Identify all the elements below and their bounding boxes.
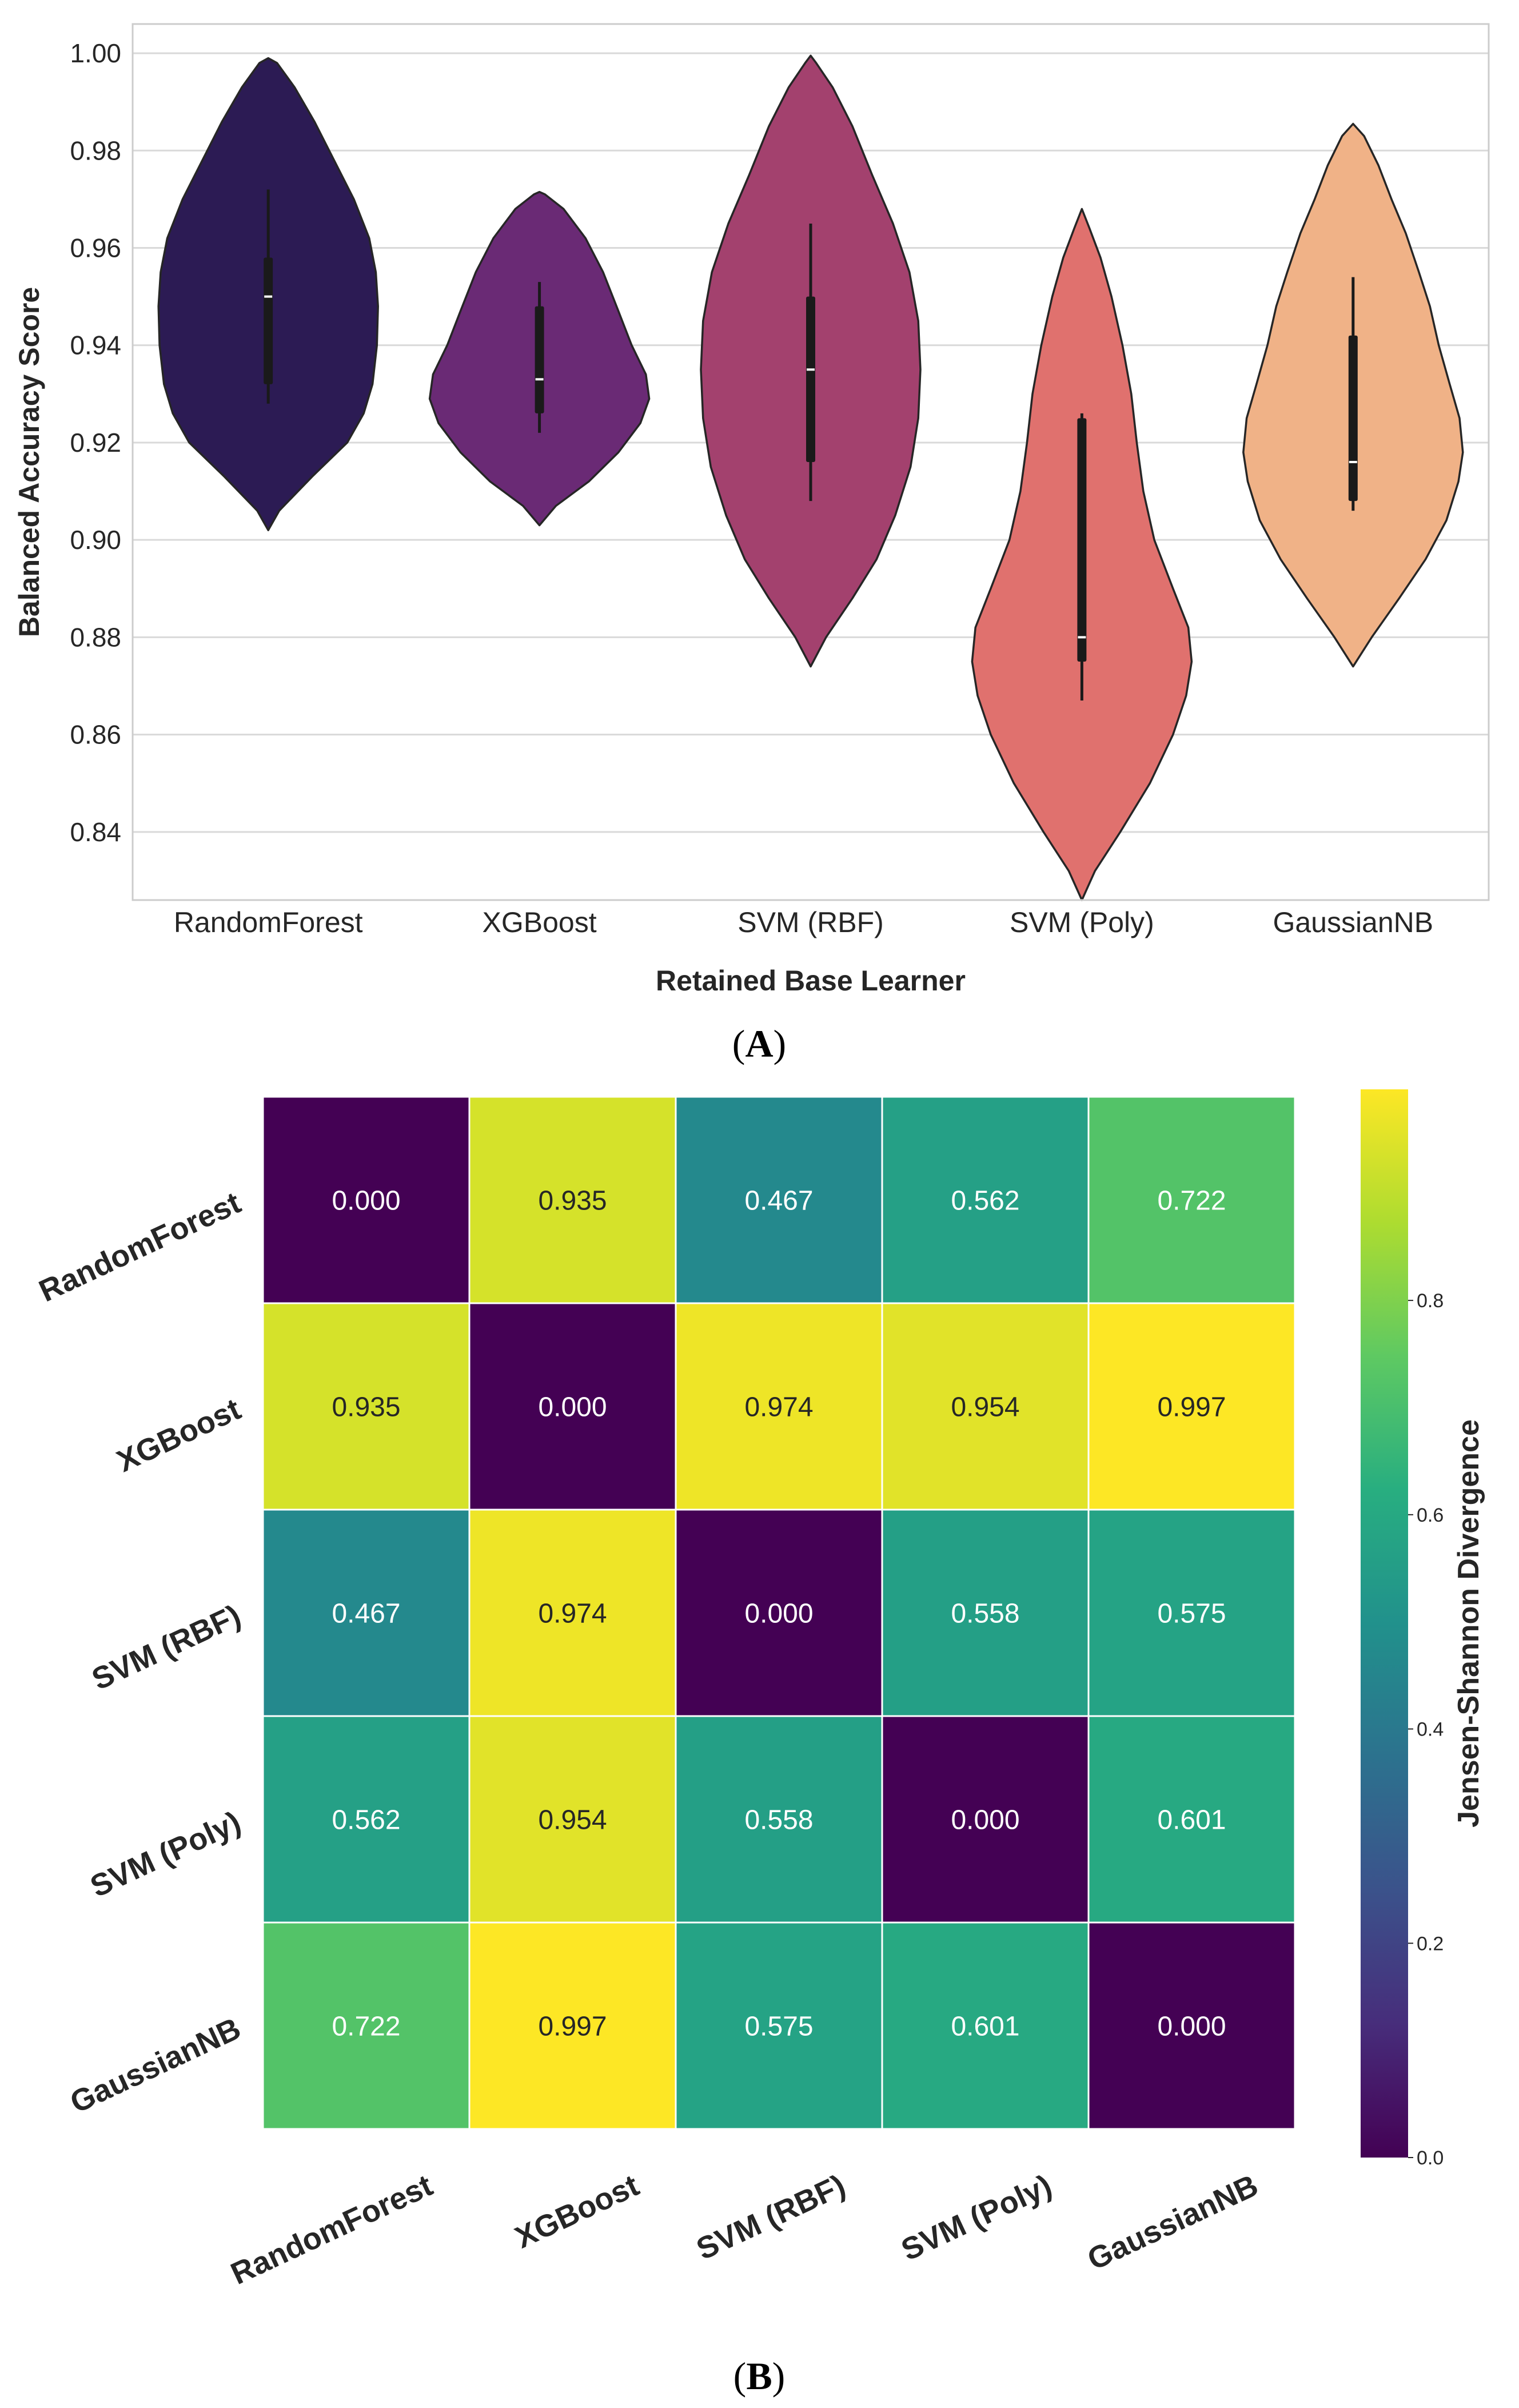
heatmap-cell [468,1921,677,2130]
colorbar-tick-label: 0.6 [1417,1504,1444,1526]
y-tick-label: 0.84 [70,817,121,847]
x-tick-label: SVM (Poly) [1010,906,1154,938]
violin-iqr-box [535,306,544,413]
x-tick-label: RandomForest [174,906,363,938]
heatmap-cell [1087,1921,1296,2130]
heatmap-cell [881,1921,1090,2130]
heatmap-cell [262,1302,471,1511]
colorbar-ticks: 0.0 0.2 0.4 0.6 0.8 [1408,1290,1444,2169]
colorbar-gradient [1361,1089,1408,2158]
heatmap-value-label: 0.935 [332,1392,400,1423]
violin-chart: 0.84 0.86 0.88 0.90 0.92 0.94 0.96 0.98 1.00 Ran… [13,23,1490,997]
heatmap-value-label: 0.562 [332,1805,400,1836]
panel-a-label: (A) [732,1022,786,1065]
heatmap-cell [1087,1302,1296,1511]
heatmap-value-label: 0.601 [1157,1805,1226,1836]
x-axis-label: Retained Base Learner [656,965,966,997]
heatmap-cell [1087,1509,1296,1717]
heatmap-value-label: 0.000 [332,1186,400,1216]
y-tick-label: 0.86 [70,720,121,750]
heatmap-value-label: 0.974 [538,1599,607,1629]
y-axis-label: Balanced Accuracy Score [13,287,45,637]
colorbar-tick-label: 0.0 [1417,2147,1444,2169]
heatmap-cell [675,1302,883,1511]
heatmap-cell [262,1921,471,2130]
heatmap-value-label: 0.722 [332,2012,400,2042]
y-tick-labels: 0.84 0.86 0.88 0.90 0.92 0.94 0.96 0.98 1.00 [70,38,121,847]
heatmap-value-label: 0.000 [1157,2012,1226,2042]
y-tick-label: 0.90 [70,525,121,555]
x-tick-labels: RandomForest XGBoost SVM (RBF) SVM (Poly) Ga… [174,906,1433,938]
heatmap-value-label: 0.575 [744,2012,813,2042]
violin-iqr-box [1077,418,1087,662]
heatmap-cell [468,1096,677,1304]
violin-iqr-box [1348,335,1358,501]
colorbar-tick-label: 0.8 [1417,1290,1444,1312]
violins [157,54,1464,901]
colorbar-tick-label: 0.2 [1417,1933,1444,1955]
heatmap-cells [262,1096,1296,2130]
y-tick-label: 0.94 [70,331,121,360]
heatmap-value-label: 0.467 [744,1186,813,1216]
colorbar: 0.0 0.2 0.4 0.6 0.8 Jensen-Shannon Divergenc… [1361,1089,1485,2169]
heatmap-value-label: 0.467 [332,1599,400,1629]
heatmap-cell [881,1302,1090,1511]
heatmap-value-label: 0.722 [1157,1186,1226,1216]
violin-svm-poly [971,208,1193,901]
y-tick-label: 0.98 [70,136,121,165]
colorbar-label: Jensen-Shannon Divergence [1452,1419,1485,1828]
heatmap-value-label: 0.000 [744,1599,813,1629]
heatmap-cell [675,1096,883,1304]
violin-iqr-box [806,296,815,462]
heatmap-cell [675,1715,883,1924]
violin-iqr-box [264,257,273,384]
heatmap-value-label: 0.000 [538,1392,607,1423]
heatmap-value-label: 0.935 [538,1186,607,1216]
heatmap-value-label: 0.601 [951,2012,1019,2042]
heatmap-value-label: 0.000 [951,1805,1019,1836]
heatmap-cell [675,1921,883,2130]
heatmap-cell [468,1715,677,1924]
heatmap-cell [881,1509,1090,1717]
heatmap-cell [881,1715,1090,1924]
y-tick-label: 1.00 [70,38,121,68]
violin-gaussiannb [1242,122,1464,668]
y-tick-label: 0.88 [70,622,121,652]
heatmap-value-label: 0.997 [1157,1392,1226,1423]
panel-b-label: (B) [733,2354,786,2398]
x-tick-label: GaussianNB [1273,906,1433,938]
heatmap-value-label: 0.575 [1157,1599,1226,1629]
colorbar-tick-label: 0.4 [1417,1719,1444,1741]
x-tick-label: SVM (RBF) [737,906,884,938]
plot-frame [131,23,1490,901]
heatmap-value-label: 0.558 [951,1599,1019,1629]
heatmap-cell [262,1509,471,1717]
heatmap-cell [262,1096,471,1304]
violin-xgboost [428,190,651,527]
y-tick-label: 0.92 [70,428,121,457]
heatmap-cell [1087,1715,1296,1924]
heatmap-cell [468,1302,677,1511]
heatmap-value-label: 0.974 [744,1392,813,1423]
violin-randomforest [157,57,379,531]
heatmap-value-label: 0.954 [538,1805,607,1836]
heatmap-value-label: 0.558 [744,1805,813,1836]
heatmap-value-label: 0.562 [951,1186,1019,1216]
heatmap-cell [1087,1096,1296,1304]
heatmap-value-label: 0.997 [538,2012,607,2042]
heatmap-value-label: 0.954 [951,1392,1019,1423]
y-tick-label: 0.96 [70,233,121,263]
x-tick-label: XGBoost [483,906,597,938]
violin-svm-rbf [700,54,922,668]
heatmap-value-labels: 0.000 0.935 0.467 0.562 0.722 0.935 0.000 0.974… [332,1186,1226,2042]
